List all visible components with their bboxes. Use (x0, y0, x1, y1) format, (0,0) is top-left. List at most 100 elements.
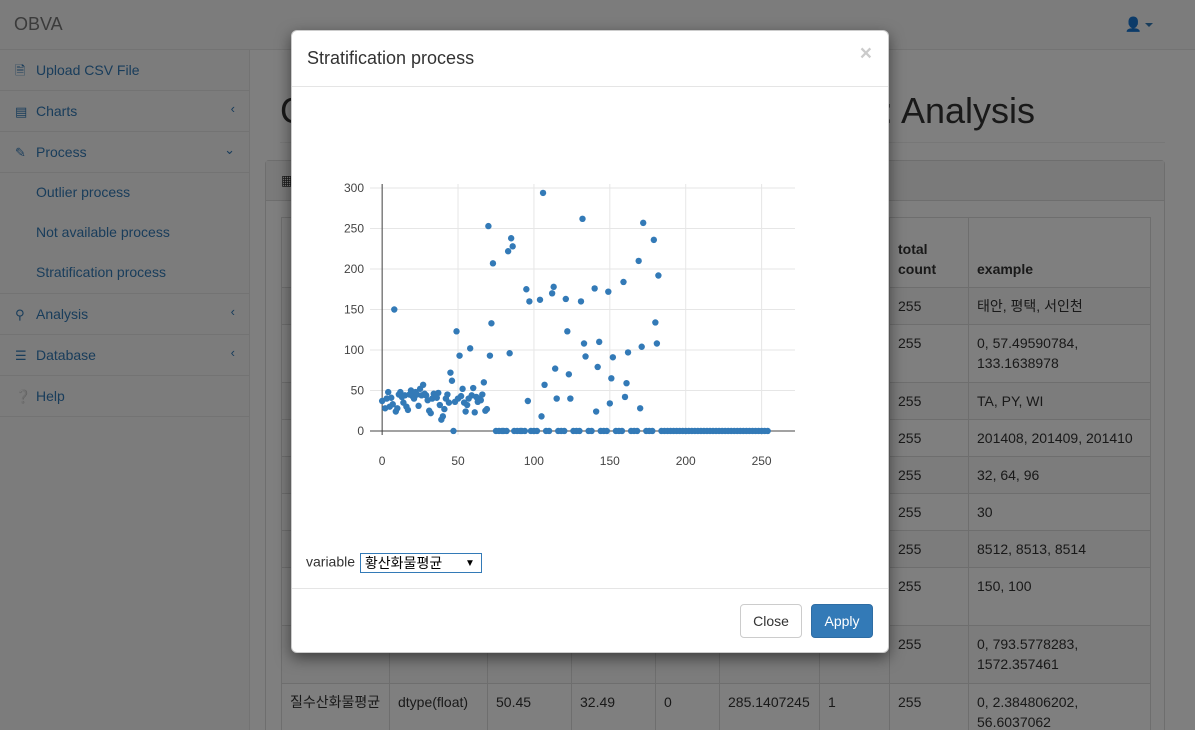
data-point (450, 427, 457, 435)
data-point (463, 401, 471, 409)
data-point (444, 391, 451, 398)
data-point (638, 343, 645, 350)
data-point (489, 260, 497, 267)
x-tick-label: 200 (676, 454, 696, 468)
data-point (533, 427, 541, 435)
data-point (447, 369, 454, 376)
variable-select-value: 황산화물평균 (364, 555, 443, 571)
data-point (538, 413, 545, 420)
data-point (419, 381, 427, 388)
data-point (385, 388, 392, 396)
data-point (652, 319, 659, 326)
y-tick-label: 300 (344, 182, 364, 195)
data-point (391, 306, 398, 313)
data-point (550, 283, 557, 291)
data-point (567, 395, 574, 402)
data-point (603, 427, 610, 435)
data-point (633, 427, 641, 435)
data-point (640, 219, 647, 227)
data-point (506, 350, 513, 357)
data-point (433, 394, 440, 401)
data-point (388, 394, 395, 401)
data-point (636, 405, 644, 412)
data-point (459, 385, 466, 393)
data-point (448, 377, 456, 384)
data-point (606, 400, 614, 407)
data-point (509, 243, 516, 250)
data-point (462, 408, 469, 415)
data-point (488, 320, 495, 327)
data-point (561, 427, 568, 435)
data-point (480, 379, 488, 386)
data-point (471, 409, 478, 416)
apply-button[interactable]: Apply (811, 604, 873, 638)
data-point (609, 354, 617, 361)
data-point (483, 405, 491, 413)
data-point (415, 402, 422, 410)
data-point (591, 285, 598, 292)
data-point (655, 272, 662, 279)
data-point (588, 427, 595, 435)
data-point (470, 384, 477, 392)
data-point (548, 290, 556, 297)
x-tick-label: 0 (379, 454, 386, 468)
data-point (536, 296, 544, 303)
data-point (504, 248, 512, 255)
data-point (427, 409, 434, 417)
modal-body: 0 50 100 150 200 250 300 0 50 100 150 200 250 variab… (292, 87, 888, 589)
data-point (507, 235, 515, 242)
data-point (594, 363, 601, 371)
data-point (397, 388, 404, 396)
data-point (618, 427, 626, 435)
x-tick-label: 100 (524, 454, 544, 468)
data-point (539, 189, 547, 197)
data-point (551, 365, 559, 372)
variable-label: variable (306, 553, 356, 570)
data-point (486, 352, 494, 359)
data-point (564, 328, 571, 335)
data-point (608, 375, 615, 382)
modal-footer: Close Apply (292, 588, 888, 652)
data-point (577, 298, 585, 305)
x-tick-label: 50 (451, 454, 465, 468)
data-point (445, 399, 453, 406)
data-point (565, 371, 573, 378)
y-tick-label: 0 (357, 424, 364, 438)
x-tick-label: 150 (600, 454, 620, 468)
data-point (582, 353, 589, 360)
close-button[interactable]: Close (740, 604, 802, 638)
variable-row: variable 황산화물평균 ▼ (306, 553, 482, 573)
data-point (404, 406, 412, 414)
data-point (621, 393, 629, 401)
stratification-modal: Stratification process × 0 50 100 150 200 250… (291, 30, 889, 653)
data-point (435, 389, 442, 397)
x-tick-label: 250 (752, 454, 772, 468)
data-point (649, 427, 656, 435)
data-point (562, 295, 570, 303)
data-point (624, 349, 632, 356)
data-point (436, 401, 444, 409)
data-point (466, 345, 474, 352)
data-point (605, 288, 612, 295)
data-point (595, 338, 603, 346)
data-point (541, 381, 548, 388)
data-point (485, 222, 492, 230)
close-icon[interactable]: × (859, 42, 872, 65)
data-point (523, 286, 530, 293)
data-point (764, 427, 771, 435)
data-point (545, 427, 553, 435)
y-tick-label: 100 (344, 343, 364, 357)
modal-header: Stratification process × (292, 31, 888, 87)
data-point (394, 405, 401, 412)
data-point (553, 395, 560, 402)
data-point (623, 379, 630, 387)
data-point (635, 257, 642, 265)
data-point (441, 405, 448, 413)
data-point (653, 340, 661, 347)
variable-select[interactable]: 황산화물평균 ▼ (359, 553, 482, 573)
data-point (456, 352, 463, 359)
data-point (389, 401, 396, 408)
data-point (521, 427, 529, 435)
data-point (439, 413, 447, 420)
dropdown-arrow-icon: ▼ (465, 558, 475, 569)
